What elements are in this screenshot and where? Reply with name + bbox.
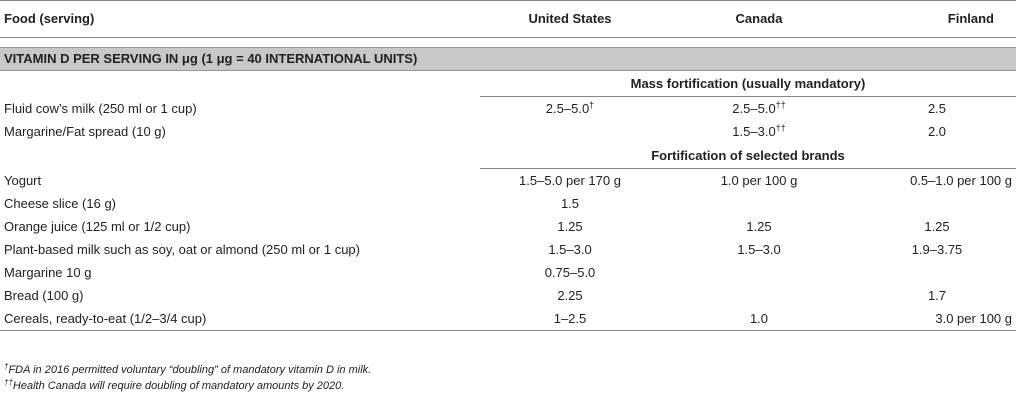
food-cell: Fluid cow’s milk (250 ml or 1 cup)	[4, 100, 197, 116]
finland-cell	[858, 192, 1016, 215]
footnote-mark: †	[589, 100, 595, 110]
section-row: VITAMIN D PER SERVING IN μg (1 μg = 40 I…	[0, 47, 1016, 71]
canada-cell: 1.0 per 100 g	[720, 173, 798, 188]
table-row: Margarine/Fat spread (10 g) 1.5–3.0†† 2.…	[0, 120, 1016, 143]
table-row: Orange juice (125 ml or 1/2 cup) 1.25 1.…	[0, 215, 1016, 238]
table-header-row: Food (serving) United States Canada Finl…	[0, 0, 1016, 38]
us-cell: 1–2.5	[480, 307, 660, 331]
footnotes: †FDA in 2016 permitted voluntary “doubli…	[4, 362, 371, 394]
finland-cell: 2.0	[927, 124, 947, 139]
footnote-mark: ††	[4, 378, 13, 387]
canada-cell	[660, 284, 858, 307]
canada-cell: 1.0	[660, 307, 858, 331]
food-cell: Plant-based milk such as soy, oat or alm…	[4, 242, 360, 257]
us-cell: 2.25	[557, 288, 583, 303]
subheading-row-brands: Fortification of selected brands	[0, 143, 1016, 169]
table-row: Yogurt 1.5–5.0 per 170 g 1.0 per 100 g 0…	[0, 169, 1016, 193]
table-row: Margarine 10 g 0.75–5.0	[0, 261, 1016, 284]
us-cell: 1.25	[557, 219, 583, 234]
footnote-mark: ††	[775, 100, 786, 110]
food-cell: Yogurt	[4, 172, 42, 188]
header-food: Food (serving)	[0, 0, 480, 38]
table-row: Cheese slice (16 g) 1.5	[0, 192, 1016, 215]
canada-cell	[660, 261, 858, 284]
food-cell: Margarine 10 g	[4, 265, 92, 280]
header-united-states: United States	[480, 0, 660, 38]
food-cell: Bread (100 g)	[4, 288, 84, 303]
finland-cell: 1.9–3.75	[911, 242, 963, 257]
food-cell: Cheese slice (16 g)	[4, 196, 116, 211]
footnote-2: ††Health Canada will require doubling of…	[4, 378, 371, 394]
us-cell: 1.5–5.0 per 170 g	[519, 173, 621, 188]
food-cell: Margarine/Fat spread (10 g)	[4, 124, 166, 139]
us-cell: 0.75–5.0	[544, 265, 596, 280]
subheading-mass-fortification: Mass fortification (usually mandatory)	[480, 70, 1016, 97]
us-cell	[480, 120, 660, 143]
finland-cell	[858, 261, 1016, 284]
header-canada: Canada	[660, 0, 858, 38]
footnote-text: FDA in 2016 permitted voluntary “doublin…	[8, 364, 372, 376]
footnote-1: †FDA in 2016 permitted voluntary “doubli…	[4, 362, 371, 378]
footnote-mark: ††	[775, 123, 786, 133]
canada-cell: 2.5–5.0††	[732, 100, 786, 117]
spacer-row	[0, 38, 1016, 48]
table-row: Plant-based milk such as soy, oat or alm…	[0, 238, 1016, 261]
us-cell: 1.5–3.0	[548, 242, 592, 257]
table-row: Cereals, ready-to-eat (1/2–3/4 cup) 1–2.…	[0, 307, 1016, 331]
table-row: Fluid cow’s milk (250 ml or 1 cup) 2.5–5…	[0, 97, 1016, 121]
finland-cell: 1.25	[924, 219, 950, 234]
subheading-row-mass: Mass fortification (usually mandatory)	[0, 70, 1016, 97]
finland-cell: 2.5	[927, 101, 947, 116]
vitamin-d-table: Food (serving) United States Canada Finl…	[0, 0, 1016, 331]
canada-cell	[660, 192, 858, 215]
food-cell: Cereals, ready-to-eat (1/2–3/4 cup)	[0, 307, 480, 331]
subheading-selected-brands: Fortification of selected brands	[480, 143, 1016, 169]
canada-cell: 1.25	[746, 219, 772, 234]
finland-cell: 3.0 per 100 g	[858, 307, 1016, 331]
finland-cell: 0.5–1.0 per 100 g	[910, 173, 1012, 188]
section-title: VITAMIN D PER SERVING IN μg (1 μg = 40 I…	[0, 47, 1016, 71]
us-cell: 1.5	[560, 196, 580, 211]
canada-cell: 1.5–3.0	[737, 242, 781, 257]
us-cell: 2.5–5.0†	[545, 100, 595, 117]
canada-cell: 1.5–3.0††	[732, 123, 786, 140]
finland-cell: 1.7	[927, 288, 947, 303]
header-finland: Finland	[858, 0, 1016, 38]
footnote-text: Health Canada will require doubling of m…	[12, 380, 345, 392]
table-row: Bread (100 g) 2.25 1.7	[0, 284, 1016, 307]
footnote-mark: †	[4, 362, 9, 371]
food-cell: Orange juice (125 ml or 1/2 cup)	[4, 219, 191, 234]
